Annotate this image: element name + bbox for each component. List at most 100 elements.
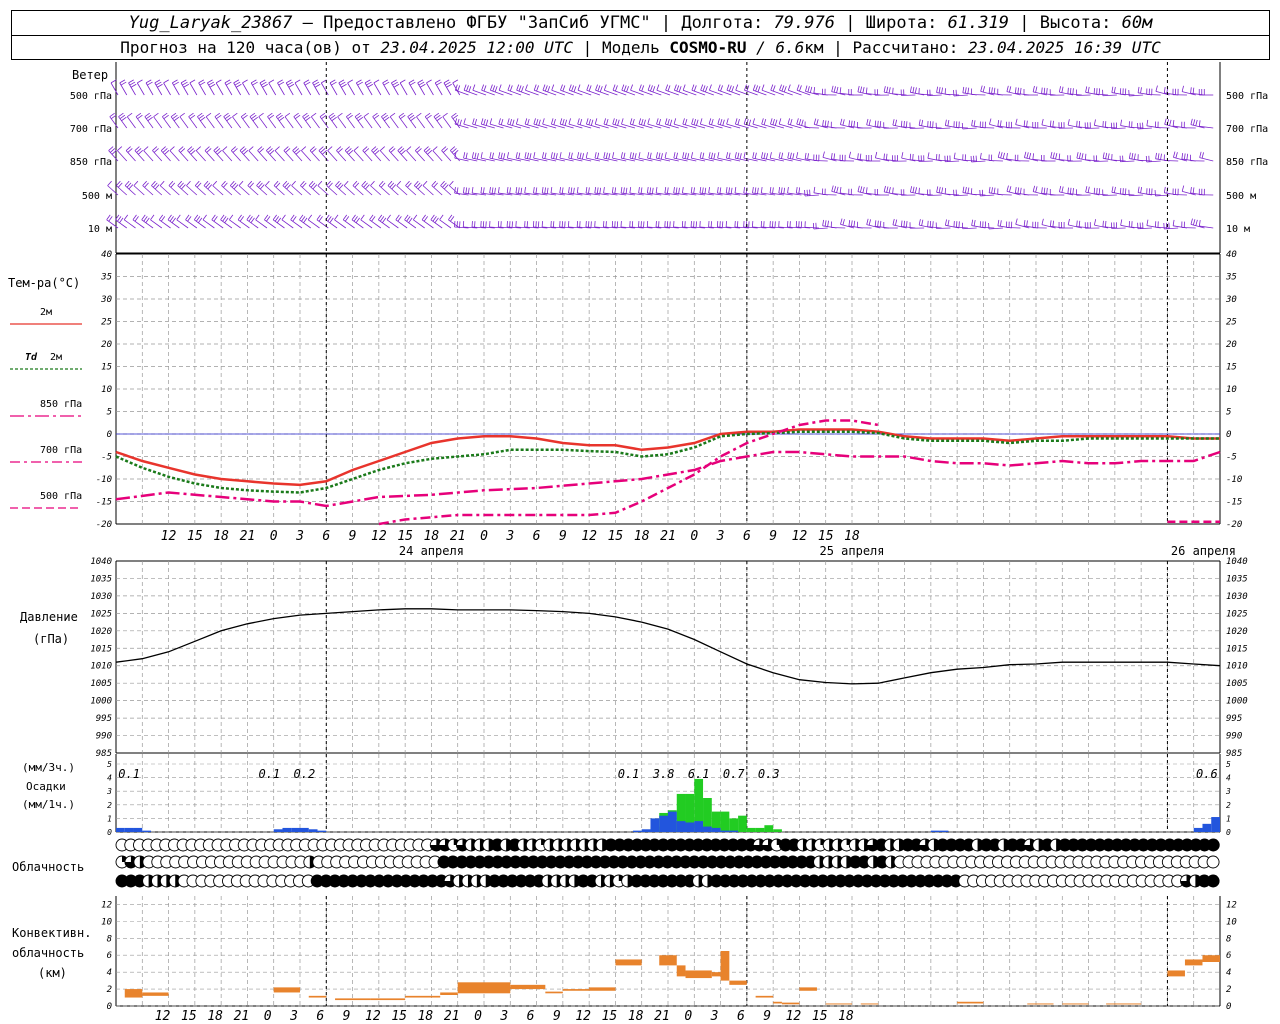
wind-barb-flag [536, 85, 539, 92]
wind-barb [830, 221, 846, 229]
wind-barb-flag [822, 120, 824, 127]
wind-barb-flag [682, 118, 685, 125]
lon-value: 79.976 [773, 13, 835, 33]
wind-barb [134, 146, 145, 162]
wind-barb [673, 152, 688, 162]
wind-barb-flag [1006, 85, 1009, 92]
wind-barb-flag [314, 83, 321, 88]
wind-barb-flag [196, 216, 201, 222]
wind-barb-flag [259, 148, 264, 153]
wind-barb-flag [571, 85, 575, 92]
wind-barb [327, 146, 338, 162]
wind-barb-flag [761, 118, 764, 125]
wind-barb [708, 118, 723, 129]
conv-cloud-bar [1027, 1003, 1054, 1005]
wind-barb-shaft [116, 185, 128, 196]
wind-barb-flag [1137, 186, 1140, 193]
wind-barb [248, 146, 259, 162]
wind-barb [1050, 151, 1065, 162]
cloud-fill [456, 839, 469, 852]
conv-cloud-bar [755, 995, 774, 998]
wind-barb [585, 152, 600, 162]
wind-barb-shaft [242, 82, 250, 96]
wind-barb [223, 112, 233, 129]
wind-barb-flag [322, 150, 328, 155]
wind-barb [106, 214, 119, 229]
wind-barb-flag [888, 87, 891, 94]
wind-barb-flag [570, 152, 573, 159]
wind-barb-flag [267, 112, 273, 117]
wind-barb-flag [380, 182, 386, 188]
model-res: / 6.6 [756, 38, 805, 57]
wind-barb-flag [804, 152, 807, 159]
pressure-unit: (гПа) [33, 632, 69, 646]
precip-1h-bar [939, 830, 949, 832]
conv-cloud-bar [825, 1003, 852, 1005]
wind-barb-flag [392, 81, 399, 86]
wind-barb-flag [410, 116, 416, 122]
wind-barb [160, 146, 171, 162]
wind-barb-flag [223, 182, 228, 188]
wind-barb-flag [603, 152, 606, 159]
conv-cloud-bar [685, 970, 712, 979]
wind-barb-flag [408, 79, 415, 84]
wind-barb [116, 180, 128, 196]
wind-barb [813, 154, 828, 162]
wind-barb-shaft [299, 219, 311, 229]
wind-barb [285, 79, 295, 96]
bottom-time-axis-hour: 15 [181, 1009, 197, 1024]
wind-barb-flag [432, 216, 437, 222]
wind-barb [489, 118, 504, 129]
wind-barb-shaft [674, 89, 688, 96]
wind-barb-flag [446, 83, 452, 88]
wind-barb-flag [454, 187, 456, 194]
conv-cloud-bar [1167, 970, 1185, 977]
wind-barb-flag [443, 148, 448, 153]
wind-barb-shaft [953, 226, 968, 229]
wind-barb [761, 84, 776, 96]
wind-barb-flag [177, 180, 183, 186]
wind-barb-flag [193, 214, 199, 221]
wind-barb-flag [561, 187, 564, 194]
bottom-time-axis-hour: 9 [553, 1009, 561, 1024]
wind-barb-flag [1105, 220, 1107, 228]
wind-barb-flag [419, 83, 426, 88]
wind-barb-shaft [568, 123, 583, 129]
wind-barb-flag [249, 182, 254, 188]
wind-barb-flag [182, 81, 188, 86]
wind-barb-flag [425, 148, 431, 153]
bottom-time-axis-hour: 18 [628, 1009, 644, 1024]
wind-level-label-right: 500 гПа [1226, 91, 1268, 102]
wind-barb-shaft [621, 123, 636, 129]
wind-barb-flag [232, 148, 238, 153]
precip-3h-bar [694, 778, 704, 832]
wind-barb-shaft [171, 82, 180, 96]
precip-1h-bar [116, 827, 125, 832]
wind-barb-flag [249, 112, 256, 117]
wind-barb-shaft [207, 82, 215, 96]
wind-barb-flag [1081, 153, 1084, 160]
wind-barb-flag [914, 87, 917, 94]
wind-barb-flag [434, 79, 441, 84]
wind-barb [638, 118, 653, 129]
wind-barb-flag [426, 79, 432, 84]
wind-barb [796, 118, 811, 129]
wind-barb [328, 112, 338, 129]
temp-ytick-right: 35 [1225, 273, 1237, 283]
wind-barb-flag [417, 184, 423, 190]
wind-barb-flag [123, 214, 129, 221]
wind-barb-flag [1028, 152, 1032, 159]
bottom-time-axis-hour: 21 [444, 1009, 460, 1024]
wind-barb-shaft [892, 193, 907, 196]
wind-barb-flag [214, 112, 221, 117]
wind-barb-flag [1195, 119, 1198, 126]
wind-barb-flag [647, 152, 650, 159]
wind-barb-flag [128, 184, 134, 190]
wind-barb-flag [795, 187, 798, 194]
wind-barb [892, 119, 907, 129]
wind-barb-flag [462, 187, 465, 194]
wind-barb [109, 112, 119, 129]
wind-barb [439, 214, 452, 229]
wind-barb-flag [778, 152, 781, 159]
wind-barb [1067, 155, 1082, 162]
